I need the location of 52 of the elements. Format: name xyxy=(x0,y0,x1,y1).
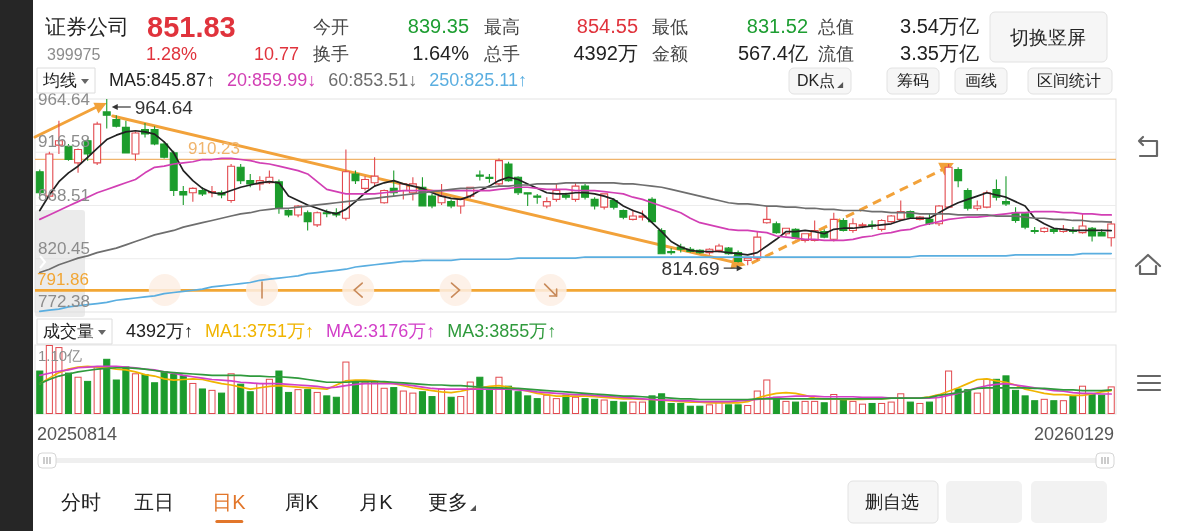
text: 3.54万亿 xyxy=(900,15,979,37)
text: 20250814 xyxy=(37,424,118,444)
text: 五日 xyxy=(134,491,174,513)
text: MA2:3176万↑ xyxy=(326,321,436,341)
text: 筹码 xyxy=(897,72,929,89)
text: 日K xyxy=(212,491,247,513)
text: 更多 xyxy=(428,491,468,513)
text: 月K xyxy=(359,491,394,513)
y-tick-label: 772.38 xyxy=(38,292,90,311)
text: 839.35 xyxy=(407,15,469,37)
text: 证券公司 xyxy=(45,15,129,38)
text: DK点 xyxy=(796,72,836,89)
text: 20260129 xyxy=(1033,424,1114,444)
text: 删自选 xyxy=(865,492,919,512)
text: 总值 xyxy=(817,17,854,37)
text: 851.83 xyxy=(147,11,236,43)
text: 4392万 xyxy=(573,42,638,64)
text: 区间统计 xyxy=(1037,72,1101,89)
text: 最高 xyxy=(484,17,520,37)
text: 854.55 xyxy=(576,15,638,37)
text: 切换竖屏 xyxy=(1010,27,1086,48)
text: 1.64% xyxy=(412,42,470,64)
text: 4392万↑ xyxy=(126,321,194,341)
text: 最低 xyxy=(652,17,688,37)
annotation: 964.64 xyxy=(134,97,194,118)
ref-line-label: 910.23 xyxy=(188,139,240,159)
text: 换手 xyxy=(313,44,349,64)
annotation: 814.69 xyxy=(661,258,720,280)
text: 今开 xyxy=(313,17,349,37)
text: 周K xyxy=(285,491,320,513)
text: MA3:3855万↑ xyxy=(447,321,557,341)
text: 399975 xyxy=(47,46,101,63)
text: 画线 xyxy=(965,72,997,89)
legend-title: 均线 xyxy=(42,71,77,90)
text: 250:825.11↑ xyxy=(429,70,527,90)
text: 60:853.51↓ xyxy=(328,70,418,90)
text: 总手 xyxy=(483,44,520,64)
text: 567.4亿 xyxy=(737,42,808,64)
text: 3.35万亿 xyxy=(900,42,979,64)
text: MA1:3751万↑ xyxy=(205,321,315,341)
y-tick-label: 964.64 xyxy=(38,90,90,109)
text: 金额 xyxy=(652,44,688,64)
text: 分时 xyxy=(61,491,101,513)
text: 1.28% xyxy=(146,44,198,64)
text: MA5:845.87↑ xyxy=(109,70,216,90)
text: 20:859.99↓ xyxy=(227,70,317,90)
legend-title: 成交量 xyxy=(43,322,94,341)
text: 流值 xyxy=(818,44,854,64)
text: 10.77 xyxy=(253,44,299,64)
text: 831.52 xyxy=(746,15,808,37)
y-tick-label: 820.45 xyxy=(38,238,90,258)
ref-line-label: 791.86 xyxy=(37,270,89,290)
